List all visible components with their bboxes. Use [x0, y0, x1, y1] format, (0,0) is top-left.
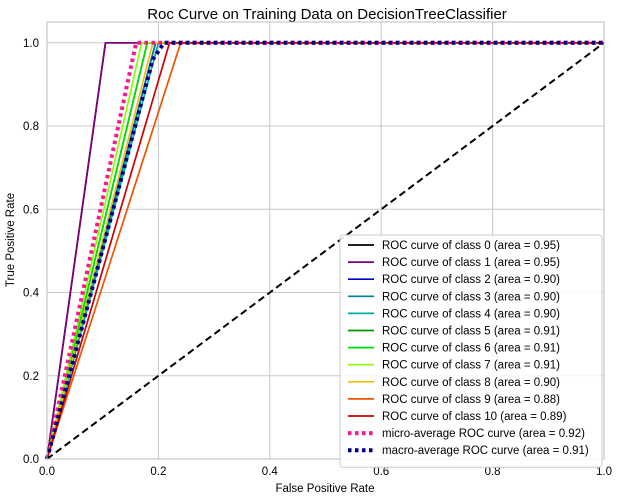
- series-layer: [45, 40, 605, 460]
- legend-label: ROC curve of class 6 (area = 0.91): [382, 343, 560, 355]
- x-tick-label: 0.4: [262, 466, 279, 478]
- chance-diagonal-line: [46, 42, 605, 460]
- y-tick-label: 0.4: [23, 288, 40, 300]
- y-tick-label: 0.8: [23, 121, 39, 133]
- y-tick-label: 0.2: [23, 371, 39, 383]
- series-line-12: [45, 40, 604, 460]
- legend-label: macro-average ROC curve (area = 0.91): [382, 445, 589, 457]
- legend-label: ROC curve of class 2 (area = 0.90): [382, 274, 560, 286]
- x-tick-label: 0.8: [485, 466, 501, 478]
- legend-label: ROC curve of class 4 (area = 0.90): [382, 308, 560, 320]
- legend-label: micro-average ROC curve (area = 0.92): [382, 428, 585, 440]
- legend-label: ROC curve of class 5 (area = 0.91): [382, 326, 560, 338]
- x-tick-label: 1.0: [596, 466, 612, 478]
- grid: [46, 22, 605, 460]
- plot-frame: [46, 21, 605, 460]
- legend-label: ROC curve of class 10 (area = 0.89): [382, 411, 567, 423]
- x-tick-label: 0.0: [39, 466, 55, 478]
- legend: ROC curve of class 0 (area = 0.95) ROC cu…: [339, 234, 603, 468]
- legend-label: ROC curve of class 7 (area = 0.91): [382, 360, 560, 372]
- y-axis-label: True Positive Rate: [5, 193, 17, 287]
- y-tick-label: 1.0: [23, 38, 39, 50]
- legend-label: ROC curve of class 9 (area = 0.88): [382, 394, 560, 406]
- x-tick-label: 0.2: [150, 466, 166, 478]
- legend-box: [339, 234, 603, 468]
- tick-labels: 0.0 0.2 0.4 0.6 0.8 1.0 0.0 0.2 0.4 0.6 0.8 1.0: [23, 38, 612, 478]
- chart-title: Roc Curve on Training Data on DecisionTr…: [147, 6, 507, 23]
- y-tick-label: 0.6: [23, 204, 39, 216]
- legend-label: ROC curve of class 3 (area = 0.90): [382, 291, 560, 303]
- y-tick-label: 0.0: [23, 454, 39, 466]
- legend-label: ROC curve of class 0 (area = 0.95): [382, 240, 560, 252]
- legend-label: ROC curve of class 1 (area = 0.95): [382, 257, 560, 269]
- x-axis-label: False Positive Rate: [275, 483, 374, 495]
- x-tick-label: 0.6: [373, 466, 389, 478]
- legend-label: ROC curve of class 8 (area = 0.90): [382, 377, 560, 389]
